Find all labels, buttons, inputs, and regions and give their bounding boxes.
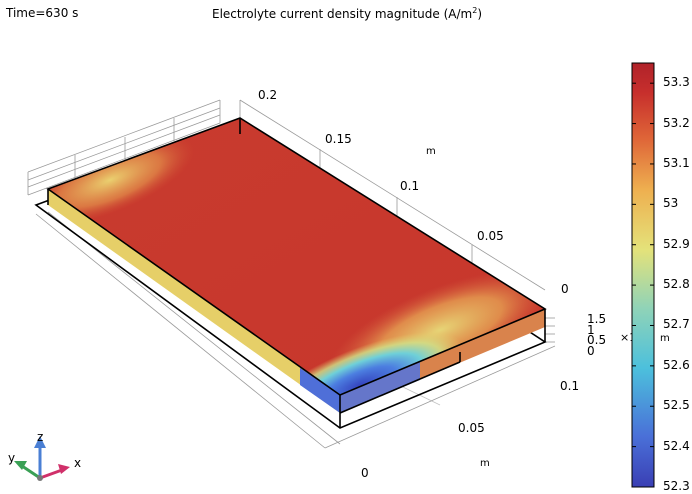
colorbar-tick-label: 53.3 (663, 75, 690, 90)
title-superscript: 2 (472, 6, 478, 15)
triad-x-head (58, 464, 70, 474)
colorbar-tick-label: 53.2 (663, 115, 690, 130)
bounding-box-top (46, 117, 547, 428)
axis-triad (14, 436, 70, 481)
x-tick-0: 0 (361, 466, 369, 480)
plate-front-side (48, 189, 340, 413)
triad-y-arrow (21, 464, 41, 480)
plate-front-side-blue (300, 368, 340, 413)
title-suffix: ) (477, 7, 482, 21)
title-text: Electrolyte current density magnitude (A… (212, 7, 473, 21)
colorbar-tick-label: 52.8 (663, 277, 690, 292)
triad-y-label: y (8, 451, 16, 465)
colorbar-ticks (632, 82, 654, 488)
x-unit-label: m (480, 458, 490, 469)
colorbar-tick-label: 52.7 (663, 317, 690, 332)
x-tick-0-05: 0.05 (458, 421, 485, 435)
triad-z-head (34, 436, 46, 448)
time-label: Time=630 s (6, 6, 79, 20)
y-tick-0-2: 0.2 (258, 88, 278, 102)
triad-z-label: z (37, 430, 44, 444)
colorbar-tick-label: 53 (663, 196, 679, 211)
triad-origin (37, 475, 43, 481)
triad-y-head (14, 461, 27, 470)
z-tick-1-5: 1.5 (587, 312, 607, 326)
y-unit-label: m (426, 146, 436, 157)
colorbar-tick-label: 52.5 (663, 398, 690, 413)
triad-x-label: x (74, 456, 82, 470)
colorbar (631, 62, 655, 488)
triad-x-arrow (39, 468, 63, 480)
plate-top-surface (48, 118, 545, 395)
colorbar-gradient (631, 62, 655, 488)
y-tick-0-15: 0.15 (325, 132, 352, 146)
colorbar-tick-label: 52.6 (663, 357, 690, 372)
colorbar-tick-label: 52.3 (663, 479, 690, 493)
colorbar-tick-label: 52.9 (663, 236, 690, 251)
blue-corner-spot (257, 331, 463, 395)
colorbar-tick-label: 53.1 (663, 155, 690, 170)
x-tick-0-1: 0.1 (560, 379, 580, 393)
y-tick-0-05: 0.05 (477, 229, 504, 243)
plate-right-side-blue (340, 362, 420, 413)
z-tick-1: 1 (587, 323, 595, 337)
z-unit-label: m (660, 333, 670, 344)
z-tick-0-5: 0.5 (587, 333, 607, 347)
y-tick-0-1: 0.1 (400, 179, 420, 193)
plot-title: Electrolyte current density magnitude (A… (212, 6, 482, 21)
colorbar-tick-label: 52.4 (663, 438, 690, 453)
y-tick-0: 0 (561, 282, 569, 296)
z-tick-0: 0 (587, 344, 595, 358)
